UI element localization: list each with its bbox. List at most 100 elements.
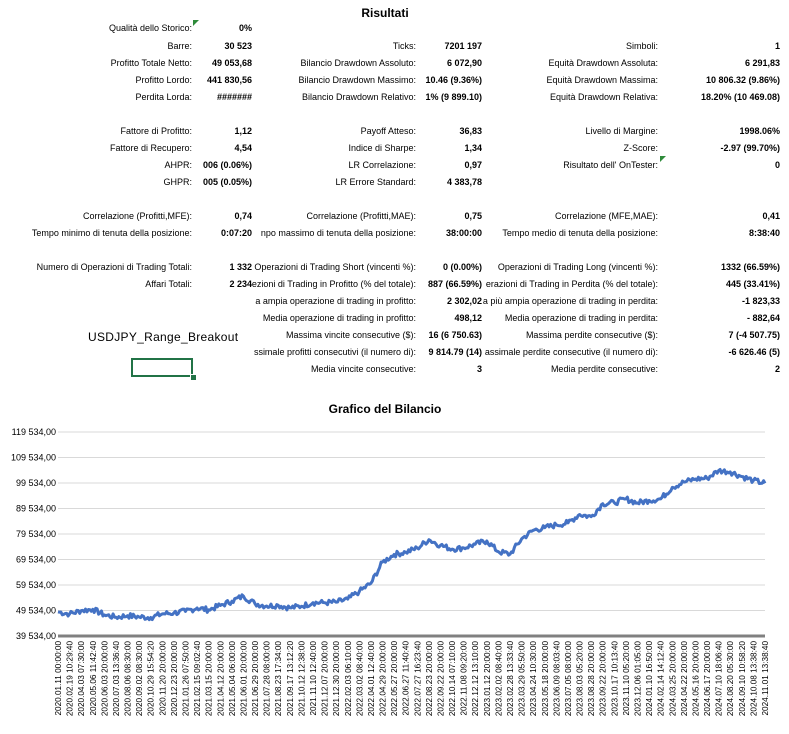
metric-value: 0 [774,160,780,170]
metric-value: 30 523 [224,41,252,51]
metric-value: 1,12 [234,126,252,136]
x-tick-label: 2020.11.20 20:00:00 [158,641,167,716]
x-tick-label: 2023.04.24 10:30:00 [529,641,538,717]
metric-value: 887 (66.59%) [427,279,482,289]
metric-label: Bilancio Drawdown Assoluto: [300,58,416,68]
metric-value: 006 (0.06%) [202,160,252,170]
x-tick-label: 2024.10.08 13:38:40 [749,641,758,717]
metric-value: -1 823,33 [741,296,780,306]
metric-value: 3 [476,364,482,374]
metric-value: - 882,64 [746,313,780,323]
metric-label: LR Errore Standard: [335,177,416,187]
x-tick-label: 2022.04.29 20:00:00 [379,641,388,717]
metric-value: 0 (0.00%) [442,262,482,272]
x-tick-label: 2021.02.15 09:02:40 [193,641,202,717]
y-tick-label: 49 534,00 [16,606,56,616]
x-tick-label: 2022.12.12 13:10:00 [471,641,480,717]
x-tick-label: 2022.04.01 12:40:00 [367,641,376,717]
metric-value: 6 072,90 [446,58,482,68]
x-tick-label: 2024.03.25 20:00:00 [668,641,677,717]
fill-handle[interactable] [190,374,197,381]
chart-title: Grafico del Bilancio [328,402,442,416]
metric-value: 36,83 [459,126,482,136]
x-tick-label: 2020.01.11 00:00:00 [54,641,63,716]
metric-label: Simboli: [625,41,658,51]
metric-value: 0:07:20 [220,228,252,238]
metric-label: Affari Totali: [145,279,192,289]
x-tick-label: 2021.06.29 20:00:00 [251,641,260,717]
metric-value: 8:38:40 [748,228,780,238]
metric-value: 49 053,68 [211,58,252,68]
x-tick-label: 2024.04.22 20:00:00 [680,641,689,717]
x-tick-label: 2021.10.12 12:38:00 [297,641,306,717]
metric-label: LR Correlazione: [348,160,416,170]
metric-label: a ampia operazione di trading in profitt… [255,296,416,306]
metric-value: 4,54 [234,143,252,153]
x-tick-label: 2020.06.03 20:00:00 [100,641,109,717]
x-tick-label: 2022.07.27 16:23:40 [413,641,422,717]
metric-value: ####### [216,92,252,102]
metric-label: Media operazione di trading in profitto: [262,313,416,323]
x-tick-label: 2021.07.28 08:00:00 [263,641,272,717]
x-tick-label: 2024.01.10 16:50:00 [645,641,654,717]
metric-label: erazioni di Trading in Perdita (% del to… [485,279,658,289]
metric-label: Numero di Operazioni di Trading Totali: [36,262,192,272]
metric-value: 38:00:00 [445,228,482,238]
x-tick-label: 2020.02.19 10:29:40 [66,641,75,717]
x-tick-label: 2022.09.22 20:00:00 [436,641,445,717]
metric-value: 6 291,83 [744,58,780,68]
y-tick-label: 89 534,00 [16,504,56,514]
x-tick-label: 2024.11.01 13:38:40 [761,641,770,716]
y-tick-label: 109 534,00 [11,453,56,463]
x-tick-label: 2020.07.03 13:36:40 [112,641,121,717]
metric-label: Payoff Atteso: [360,126,416,136]
y-tick-label: 99 534,00 [16,478,56,488]
metric-label: Correlazione (MFE,MAE): [554,211,658,221]
metric-value: 498,12 [454,313,482,323]
x-tick-label: 2024.08.20 05:30:00 [726,641,735,717]
x-tick-label: 2023.03.29 05:50:00 [518,641,527,717]
metric-label: Operazioni di Trading Short (vincenti %)… [254,262,416,272]
metric-label: GHPR: [163,177,192,187]
y-tick-label: 119 534,00 [12,427,56,437]
metric-label: Qualità dello Storico: [108,23,192,33]
metric-label: assimale perdite consecutive (il numero … [484,347,658,357]
x-tick-label: 2022.06.27 11:40:40 [402,641,411,716]
metric-label: Correlazione (Profitti,MFE): [82,211,192,221]
x-tick-label: 2023.09.22 20:00:00 [599,641,608,717]
x-tick-label: 2020.12.23 20:00:00 [170,641,179,717]
sheet-name-label: USDJPY_Range_Breakout [88,330,239,344]
metric-label: Risultato dell' OnTester: [563,160,658,170]
x-tick-label: 2023.10.17 10:13:40 [610,641,619,717]
metric-value: 4 383,78 [446,177,482,187]
x-tick-label: 2021.12.07 20:00:00 [321,641,330,717]
x-tick-label: 2021.03.15 20:00:00 [205,641,214,717]
metric-label: Bilancio Drawdown Massimo: [298,75,416,85]
x-tick-label: 2023.01.12 20:00:00 [483,641,492,717]
metric-label: ezioni di Trading in Profitto (% del tot… [251,279,416,289]
metric-label: Barre: [167,41,192,51]
metric-value: 0% [238,23,252,33]
metric-value: 1,34 [464,143,482,153]
metric-value: 10 806.32 (9.86%) [705,75,780,85]
x-tick-label: 2021.09.17 13:12:20 [286,641,295,717]
metric-value: 1 332 [229,262,252,272]
metric-value: -6 626.46 (5) [728,347,780,357]
metric-value: 2 [774,364,780,374]
metric-value: 0,97 [464,160,482,170]
metric-label: npo massimo di tenuta della posizione: [260,228,416,238]
y-tick-label: 69 534,00 [16,555,56,565]
comment-marker-icon [193,20,199,26]
metric-label: Bilancio Drawdown Relativo: [301,92,416,102]
x-tick-label: 2023.08.03 05:20:00 [576,641,585,717]
metric-value: -2.97 (99.70%) [720,143,780,153]
x-tick-label: 2021.05.04 06:00:00 [228,641,237,717]
x-tick-label: 2024.09.10 10:58:20 [738,641,747,717]
x-tick-label: 2024.06.17 20:00:00 [703,641,712,717]
metric-value: 7 (-4 507.75) [728,330,780,340]
metric-label: Operazioni di Trading Long (vincenti %): [497,262,658,272]
metric-value: 10.46 (9.36%) [425,75,482,85]
selected-cell[interactable] [131,358,193,377]
metric-label: Fattore di Recupero: [109,143,192,153]
